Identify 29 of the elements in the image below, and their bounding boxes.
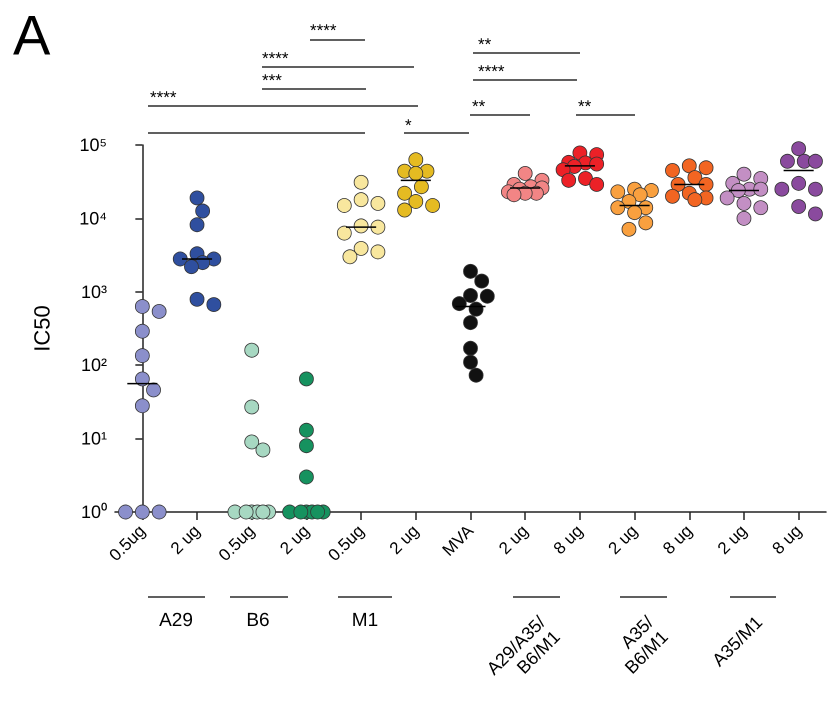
x-tick-label: 2 ug bbox=[276, 521, 314, 558]
y-tick-label: 10¹ bbox=[80, 428, 108, 449]
text: A29 bbox=[159, 610, 193, 631]
text: * bbox=[405, 116, 412, 135]
x-tick-label: 2 ug bbox=[166, 521, 204, 558]
x-tick-label: 2 ug bbox=[604, 521, 642, 558]
y-tick-label: 10⁵ bbox=[80, 135, 107, 155]
text: ** bbox=[478, 35, 492, 54]
y-axis-title: IC50 bbox=[30, 305, 54, 352]
x-tick-label: 8 ug bbox=[659, 521, 696, 558]
text: **** bbox=[150, 88, 177, 107]
y-tick-label: 10⁰ bbox=[80, 502, 107, 522]
y-tick-label: 10⁴ bbox=[79, 208, 107, 228]
text: **** bbox=[262, 49, 289, 68]
text: **** bbox=[310, 21, 337, 40]
text: ** bbox=[472, 97, 486, 116]
text: *** bbox=[262, 71, 282, 90]
chart-title: A bbox=[13, 4, 51, 66]
text: B6 bbox=[246, 610, 270, 631]
x-tick-label: 2 ug bbox=[714, 521, 751, 558]
text: **** bbox=[478, 62, 505, 81]
x-tick-label: 8 ug bbox=[768, 521, 806, 558]
text: M1 bbox=[352, 610, 378, 631]
text: ** bbox=[578, 97, 592, 116]
y-tick-label: 10² bbox=[80, 355, 108, 376]
y-tick-label: 10³ bbox=[80, 282, 108, 302]
x-tick-label: 2 ug bbox=[495, 521, 532, 558]
x-tick-label: 8 ug bbox=[550, 521, 587, 558]
x-tick-label: 2 ug bbox=[386, 521, 423, 558]
